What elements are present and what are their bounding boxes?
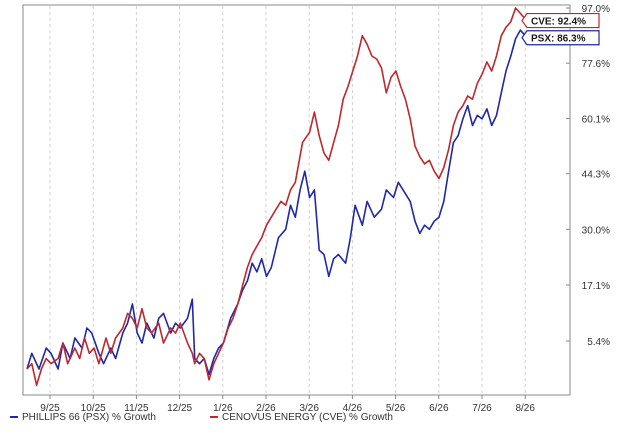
legend: PHILLIPS 66 (PSX) % Growth CENOVUS ENERGY… — [10, 412, 393, 423]
y-tick-label: 60.1% — [582, 114, 610, 125]
x-tick-label: 4/26 — [343, 403, 363, 414]
x-tick-label: 12/25 — [167, 403, 192, 414]
cve-end-tag-box — [521, 12, 600, 29]
psx-end-tag-text: PSX: 86.3% — [531, 34, 586, 45]
end-value-tags: CVE: 92.4% PSX: 86.3% — [521, 12, 600, 46]
x-tick-label: 10/25 — [81, 403, 106, 414]
y-tick-label: 17.1% — [582, 281, 610, 292]
legend-entry-cve: CENOVUS ENERGY (CVE) % Growth — [222, 412, 393, 423]
series-line-psx — [26, 29, 531, 376]
x-tick-label: 7/26 — [472, 403, 492, 414]
x-tick-label: 2/26 — [256, 403, 276, 414]
x-axis: 9/25 10/25 11/25 12/25 1/26 2/26 3/26 4/26 5/26 6… — [40, 395, 535, 414]
x-tick-label: 1/26 — [213, 403, 233, 414]
series-layer — [26, 7, 531, 386]
y-tick-label: 5.4% — [587, 337, 610, 348]
y-axis: 97.0% 77.6% 60.1% 44.3% 30.0% 17.1% 5.4% — [566, 4, 610, 348]
x-tick-label: 8/26 — [515, 403, 535, 414]
x-tick-label: 11/25 — [124, 403, 149, 414]
legend-entry-psx: PHILLIPS 66 (PSX) % Growth — [22, 412, 156, 423]
y-tick-label: 97.0% — [582, 4, 610, 15]
series-line-cve — [26, 7, 531, 386]
x-tick-label: 9/25 — [40, 403, 60, 414]
grid-layer — [49, 6, 526, 394]
cve-end-tag-text: CVE: 92.4% — [531, 17, 586, 28]
x-tick-label: 5/26 — [386, 403, 406, 414]
y-tick-label: 30.0% — [582, 225, 610, 236]
cve-end-tag: CVE: 92.4% — [521, 12, 600, 29]
psx-end-tag: PSX: 86.3% — [521, 30, 600, 46]
x-tick-label: 3/26 — [299, 403, 319, 414]
y-tick-label: 44.3% — [582, 170, 610, 181]
plot-frame — [22, 4, 571, 396]
x-tick-label: 6/26 — [429, 403, 449, 414]
y-tick-label: 77.6% — [582, 59, 610, 70]
psx-end-tag-box — [521, 30, 600, 46]
